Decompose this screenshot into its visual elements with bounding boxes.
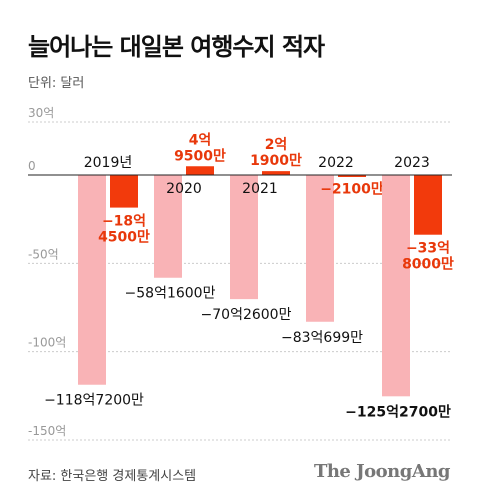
outflow-value-label: −83억699만: [281, 330, 363, 346]
balance-value-label-line: 4500만: [98, 230, 150, 246]
balance-value-label: −33억 8000만: [402, 241, 454, 273]
unit-label: 단위: 달러: [28, 76, 85, 91]
outflow-bar: [382, 175, 410, 397]
x-category-label: 2019년: [84, 155, 133, 171]
balance-value-label-line: −2100만: [320, 181, 384, 197]
chart-title: 늘어나는 대일본 여행수지 적자: [28, 33, 325, 61]
x-category-label: 2023: [394, 155, 430, 171]
balance-value-label-line: 2억: [265, 137, 288, 153]
balance-value-label-line: 8000만: [402, 257, 454, 273]
x-category-label: 2022: [318, 155, 354, 171]
y-tick-label: -50억: [28, 247, 59, 261]
source-note: 자료: 한국은행 경제통계시스템: [28, 469, 197, 484]
balance-value-label-line: −33억: [406, 241, 450, 257]
outflow-value-label: −125억2700만: [345, 404, 451, 420]
balance-bar: [262, 171, 290, 175]
y-tick-label: -100억: [28, 336, 66, 350]
outflow-value-label: −70억2600만: [201, 307, 292, 323]
balance-bar: [110, 175, 138, 208]
balance-value-label: 2억 1900만: [250, 137, 302, 169]
outflow-bar: [230, 175, 258, 300]
balance-value-label-line: 9500만: [174, 148, 226, 164]
balance-value-label: −2100만: [320, 181, 384, 197]
x-category-label: 2021: [242, 181, 278, 197]
outflow-bar: [78, 175, 106, 385]
balance-value-label-line: 1900만: [250, 153, 302, 169]
publisher-logo: The JoongAng: [313, 461, 451, 482]
y-tick-label: 30억: [28, 106, 54, 120]
balance-bar: [414, 175, 442, 235]
balance-bar: [338, 175, 366, 177]
outflow-value-label: −118억7200만: [44, 393, 144, 409]
balance-value-label-line: −18억: [102, 214, 146, 230]
y-tick-label: 0: [28, 159, 36, 173]
outflow-bar: [306, 175, 334, 322]
balance-value-label-line: 4억: [189, 132, 212, 148]
balance-bar: [186, 166, 214, 175]
x-category-label: 2020: [166, 181, 202, 197]
balance-value-label: 4억 9500만: [174, 132, 226, 164]
outflow-bar: [154, 175, 182, 278]
balance-value-label: −18억 4500만: [98, 214, 150, 246]
y-tick-label: -150억: [28, 424, 66, 438]
outflow-value-label: −58억1600만: [125, 286, 216, 302]
